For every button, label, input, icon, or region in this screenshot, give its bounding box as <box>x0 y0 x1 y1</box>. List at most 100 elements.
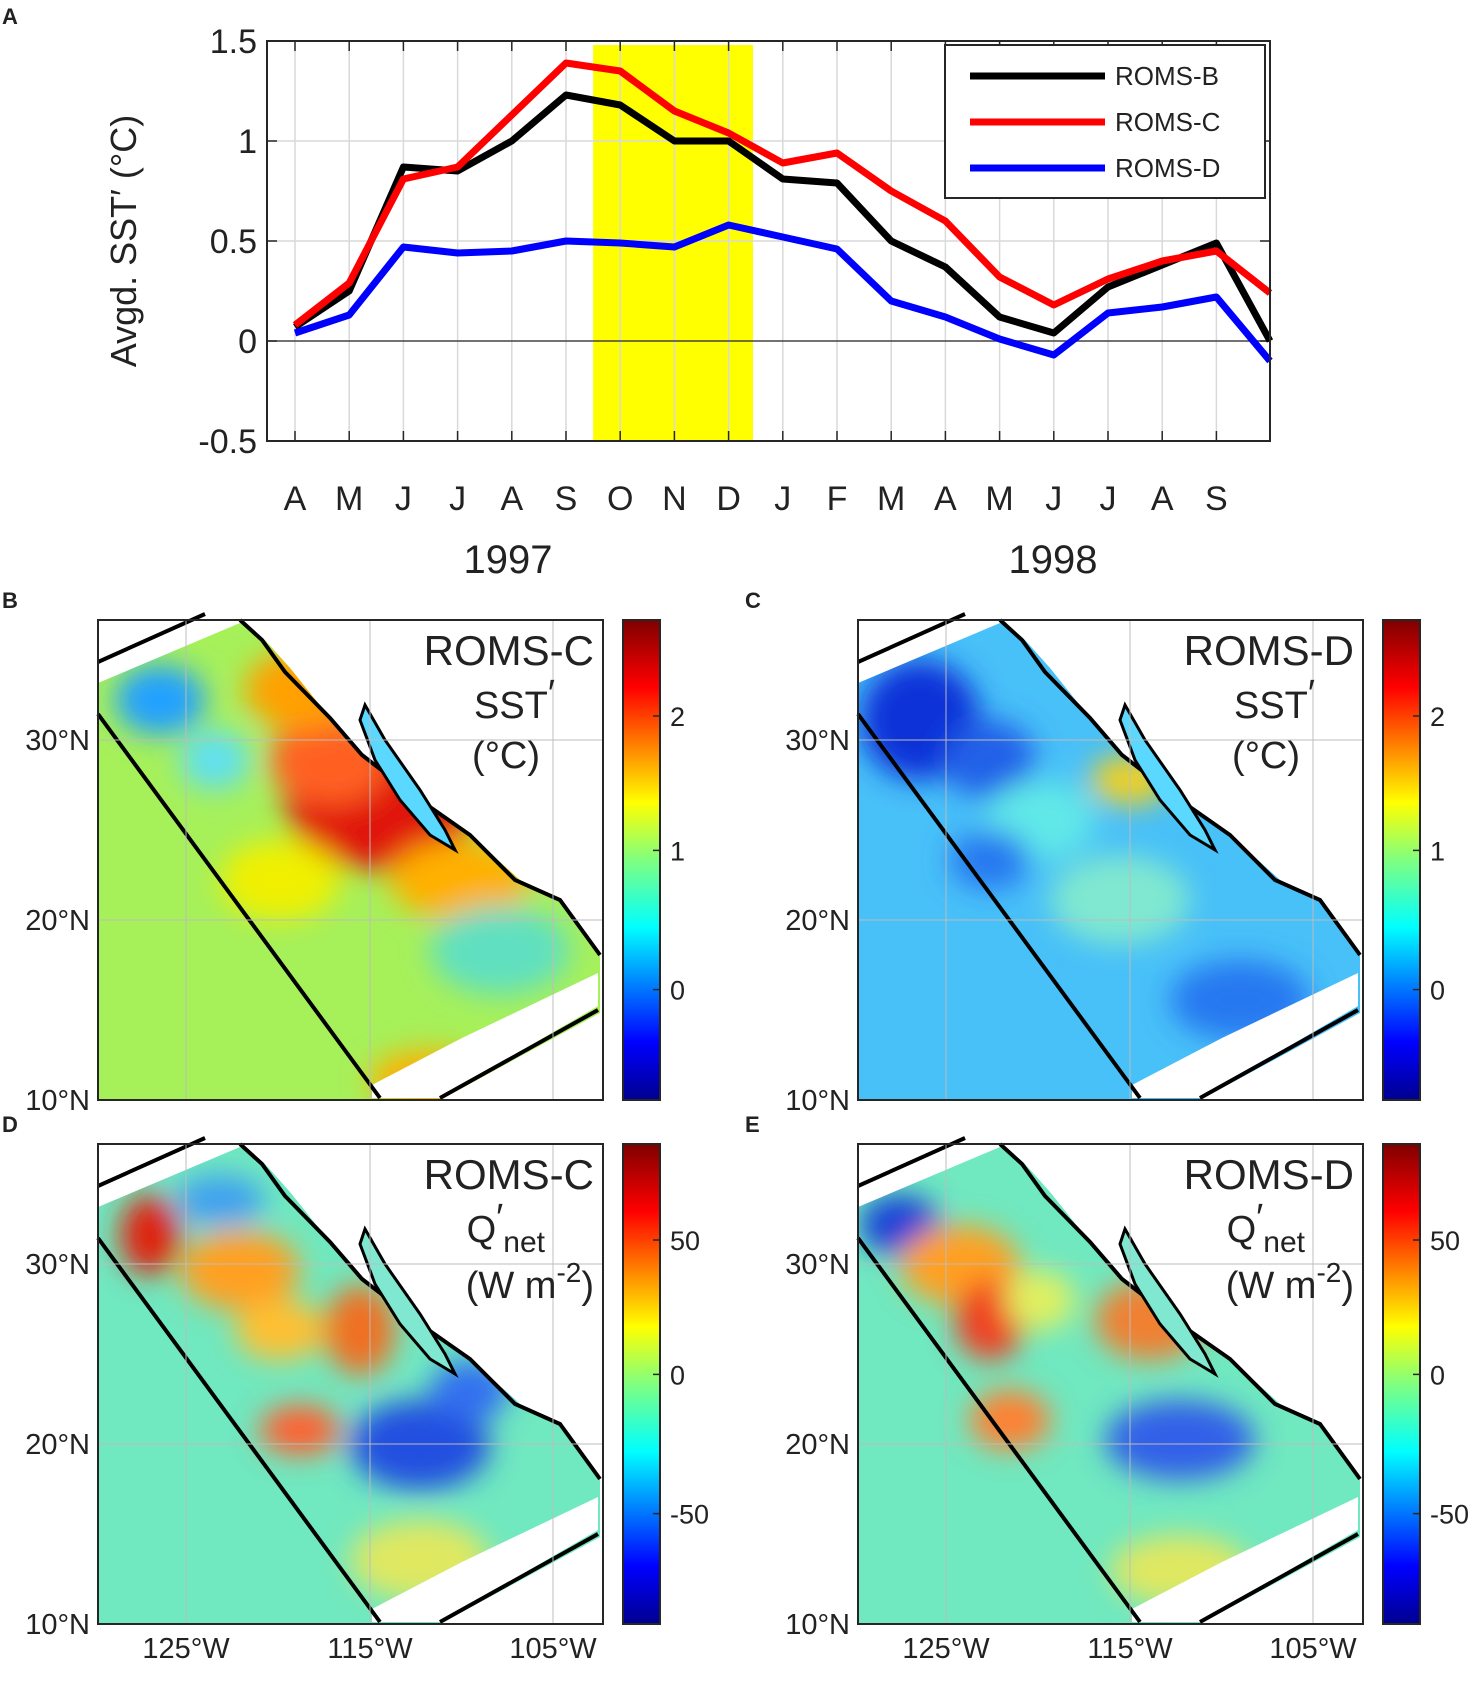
domain-boundary-gap-south <box>1132 1497 1358 1622</box>
legend-label-roms-c: ROMS-C <box>1115 107 1220 137</box>
colorbar-tick-label: 2 <box>1430 702 1445 732</box>
map-frame-group: 30°N 20°N 10°N 2 1 0 <box>25 619 685 1117</box>
y-tick-label: 0.5 <box>210 223 257 261</box>
lon-tick-label: 115°W <box>327 1633 413 1665</box>
x-tick-label: M <box>335 480 363 518</box>
units-end: ) <box>1341 1265 1354 1307</box>
lon-tick-label: 125°W <box>142 1633 230 1665</box>
title-variable: SST′ <box>474 673 555 727</box>
x-tick-label: A <box>284 480 307 518</box>
x-tick-label: O <box>607 480 633 518</box>
y-axis-label: Avgd. SST′ (°C) <box>103 115 144 368</box>
year-label-1998: 1998 <box>1009 538 1098 582</box>
map-panel-e <box>856 1136 1362 1624</box>
domain-boundary <box>96 1136 599 1624</box>
map-frame <box>97 619 604 1101</box>
series-line-roms-b <box>293 91 1274 343</box>
title-units: (°C) <box>1232 735 1300 777</box>
x-tick-label: J <box>1045 480 1062 518</box>
var-prime: ′ <box>1256 1197 1263 1239</box>
colorbar <box>622 619 661 1101</box>
map-frame-group: 30°N 20°N 10°N 125°W 115°W 105°W 50 0 -50 <box>25 1143 709 1665</box>
lat-tick-label: 30°N <box>25 725 90 757</box>
title-model: ROMS-C <box>424 627 594 674</box>
y-tick-label: 1 <box>238 123 257 161</box>
map-frame <box>97 1143 604 1625</box>
legend-label-roms-d: ROMS-D <box>1115 153 1220 183</box>
lon-tick-label: 105°W <box>1269 1633 1357 1665</box>
title-units: (W m-2) <box>466 1257 594 1307</box>
var-prime: ′ <box>548 673 555 715</box>
var-prime: ′ <box>1308 673 1315 715</box>
domain-boundary-gap-south <box>372 1497 598 1622</box>
map-frame-group: 30°N 20°N 10°N 2 1 0 <box>785 619 1445 1117</box>
panel-c-label: C <box>745 588 761 613</box>
legend: ROMS-B ROMS-C ROMS-D <box>944 44 1266 199</box>
lat-tick-label: 10°N <box>25 1085 90 1117</box>
colorbar <box>1382 619 1421 1101</box>
colorbar-tick-label: 2 <box>670 702 685 732</box>
domain-boundary-gap-south <box>1132 973 1358 1098</box>
title-panel-b: ROMS-C SST′ (°C) <box>424 627 594 777</box>
title-variable: Q′net <box>467 1197 546 1259</box>
units-main: (W m <box>1226 1265 1317 1307</box>
colorbar <box>622 1143 661 1625</box>
title-panel-c: ROMS-D SST′ (°C) <box>1184 627 1354 777</box>
panel-b-label: B <box>2 588 18 613</box>
x-tick-label: J <box>774 480 791 518</box>
colorbar-tick-label: -50 <box>1430 1500 1469 1530</box>
title-model: ROMS-D <box>1184 627 1354 674</box>
lat-tick-label: 30°N <box>785 725 850 757</box>
y-tick-labels: -0.5 0 0.5 1 1.5 <box>198 23 257 461</box>
y-tick-label: 0 <box>238 323 257 361</box>
units-sup: -2 <box>1316 1257 1341 1288</box>
units-end: ) <box>581 1265 594 1307</box>
x-tick-label: N <box>662 480 687 518</box>
map-frame <box>857 619 1364 1101</box>
var-main: Q <box>1227 1209 1257 1251</box>
units-sup: -2 <box>556 1257 581 1288</box>
x-tick-label: J <box>1100 480 1117 518</box>
var-sub: net <box>503 1226 545 1259</box>
title-panel-d: ROMS-C Q′net (W m-2) <box>424 1151 594 1307</box>
domain-boundary <box>96 612 599 1100</box>
map-frame-group: 30°N 20°N 10°N 125°W 115°W 105°W 50 0 -50 <box>785 1143 1469 1665</box>
x-tick-label: M <box>985 480 1013 518</box>
x-tick-label: J <box>395 480 412 518</box>
lat-tick-label: 30°N <box>785 1249 850 1281</box>
lon-tick-label: 105°W <box>509 1633 597 1665</box>
var-main: SST <box>474 685 548 727</box>
title-units: (°C) <box>472 735 540 777</box>
series-line-roms-c <box>292 59 1273 328</box>
y-tick-label: -0.5 <box>198 423 257 461</box>
x-tick-label: F <box>827 480 848 518</box>
colorbar-tick-label: 0 <box>1430 976 1445 1006</box>
title-units: (W m-2) <box>1226 1257 1354 1307</box>
colorbar-tick-label: 0 <box>670 1360 685 1390</box>
colorbar-tick-label: 50 <box>1430 1226 1460 1256</box>
title-panel-e: ROMS-D Q′net (W m-2) <box>1184 1151 1354 1307</box>
year-label-1997: 1997 <box>464 538 553 582</box>
colorbar-tick-label: 1 <box>670 836 685 866</box>
x-tick-label: D <box>716 480 741 518</box>
var-main: Q <box>467 1209 497 1251</box>
map-frame <box>857 1143 1364 1625</box>
var-main: SST <box>1234 685 1308 727</box>
colorbar-tick-label: -50 <box>670 1500 709 1530</box>
legend-label-roms-b: ROMS-B <box>1115 61 1219 91</box>
domain-boundary <box>856 612 1359 1100</box>
panel-a-label: A <box>2 4 18 29</box>
x-tick-label: S <box>1205 480 1228 518</box>
panel-e-label: E <box>745 1112 760 1137</box>
lat-tick-label: 10°N <box>25 1609 90 1641</box>
title-variable: SST′ <box>1234 673 1315 727</box>
x-tick-label: S <box>555 480 578 518</box>
units-main: (W m <box>466 1265 557 1307</box>
var-sub: net <box>1263 1226 1305 1259</box>
panel-d-label: D <box>2 1112 18 1137</box>
x-tick-label: A <box>1151 480 1174 518</box>
lat-tick-label: 10°N <box>785 1085 850 1117</box>
lon-tick-label: 115°W <box>1087 1633 1173 1665</box>
lat-tick-label: 20°N <box>25 1429 90 1461</box>
